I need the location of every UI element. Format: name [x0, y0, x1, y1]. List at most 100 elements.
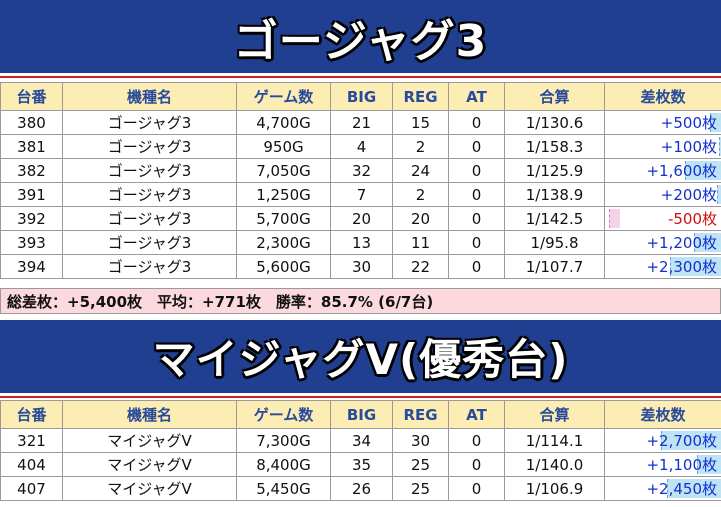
machine-no-cell: 404 [0, 452, 63, 477]
diff-value: +2,300枚 [646, 258, 717, 276]
col-header-combined-rate: 合算 [504, 400, 605, 429]
at-count-cell: 0 [448, 230, 505, 255]
diff-bar [716, 185, 721, 204]
reg-count-cell: 2 [392, 134, 449, 159]
games-cell: 1,250G [236, 182, 331, 207]
diff-value: +1,200枚 [646, 234, 717, 252]
diff-cell: +100枚 [604, 134, 721, 159]
machine-no-cell: 321 [0, 428, 63, 453]
games-cell: 7,300G [236, 428, 331, 453]
reg-count-cell: 11 [392, 230, 449, 255]
reg-count-cell: 15 [392, 110, 449, 135]
big-count-cell: 20 [330, 206, 393, 231]
model-cell: ゴージャグ3 [62, 182, 237, 207]
diff-bar [685, 161, 721, 180]
combined-rate-cell: 1/125.9 [504, 158, 605, 183]
combined-rate-cell: 1/158.3 [504, 134, 605, 159]
table-row: 392 ゴージャグ3 5,700G 20 20 0 1/142.5 -500枚 [0, 206, 721, 231]
machine-no-cell: 392 [0, 206, 63, 231]
big-count-cell: 32 [330, 158, 393, 183]
diff-cell: +2,450枚 [604, 476, 721, 501]
diff-value: +2,700枚 [646, 432, 717, 450]
model-cell: ゴージャグ3 [62, 206, 237, 231]
col-header-games: ゲーム数 [236, 400, 331, 429]
table-row: 407 マイジャグV 5,450G 26 25 0 1/106.9 +2,450枚 [0, 476, 721, 501]
diff-bar [666, 479, 721, 498]
model-cell: ゴージャグ3 [62, 110, 237, 135]
model-cell: ゴージャグ3 [62, 230, 237, 255]
big-count-cell: 26 [330, 476, 393, 501]
at-count-cell: 0 [448, 206, 505, 231]
big-count-cell: 4 [330, 134, 393, 159]
table-row: 380 ゴージャグ3 4,700G 21 15 0 1/130.6 +500枚 [0, 110, 721, 135]
col-header-diff: 差枚数 [604, 82, 721, 111]
combined-rate-cell: 1/138.9 [504, 182, 605, 207]
col-header-diff: 差枚数 [604, 400, 721, 429]
machine-no-cell: 381 [0, 134, 63, 159]
results-table-gojag3: 台番 機種名 ゲーム数 BIG REG AT 合算 差枚数 380 ゴージャグ3 4… [0, 82, 721, 279]
big-count-cell: 34 [330, 428, 393, 453]
games-cell: 8,400G [236, 452, 331, 477]
games-cell: 2,300G [236, 230, 331, 255]
table-row: 394 ゴージャグ3 5,600G 30 22 0 1/107.7 +2,300枚 [0, 254, 721, 279]
table-header-row: 台番 機種名 ゲーム数 BIG REG AT 合算 差枚数 [0, 400, 721, 429]
at-count-cell: 0 [448, 158, 505, 183]
col-header-at: AT [448, 82, 505, 111]
col-header-reg: REG [392, 400, 449, 429]
section-banner-myjag5: マイジャグV(優秀台) [0, 320, 721, 398]
big-count-cell: 35 [330, 452, 393, 477]
col-header-combined-rate: 合算 [504, 82, 605, 111]
diff-cell: +1,600枚 [604, 158, 721, 183]
table-row: 393 ゴージャグ3 2,300G 13 11 0 1/95.8 +1,200枚 [0, 230, 721, 255]
diff-cell: -500枚 [604, 206, 721, 231]
machine-no-cell: 382 [0, 158, 63, 183]
col-header-at: AT [448, 400, 505, 429]
diff-value: -500枚 [667, 210, 717, 228]
table-row: 404 マイジャグV 8,400G 35 25 0 1/140.0 +1,100枚 [0, 452, 721, 477]
model-cell: ゴージャグ3 [62, 254, 237, 279]
summary-text: 総差枚：+5,400枚 平均：+771枚 勝率：85.7% (6/7台) [7, 292, 434, 311]
at-count-cell: 0 [448, 452, 505, 477]
combined-rate-cell: 1/114.1 [504, 428, 605, 453]
col-header-reg: REG [392, 82, 449, 111]
model-cell: マイジャグV [62, 428, 237, 453]
machine-no-cell: 407 [0, 476, 63, 501]
at-count-cell: 0 [448, 134, 505, 159]
col-header-games: ゲーム数 [236, 82, 331, 111]
games-cell: 5,600G [236, 254, 331, 279]
diff-cell: +2,300枚 [604, 254, 721, 279]
summary-bar: 総差枚：+5,400枚 平均：+771枚 勝率：85.7% (6/7台) [0, 288, 721, 314]
col-header-machine-no: 台番 [0, 400, 63, 429]
combined-rate-cell: 1/140.0 [504, 452, 605, 477]
model-cell: マイジャグV [62, 452, 237, 477]
table-row: 391 ゴージャグ3 1,250G 7 2 0 1/138.9 +200枚 [0, 182, 721, 207]
machine-no-cell: 380 [0, 110, 63, 135]
at-count-cell: 0 [448, 428, 505, 453]
diff-bar [694, 233, 721, 252]
games-cell: 5,450G [236, 476, 331, 501]
big-count-cell: 13 [330, 230, 393, 255]
section-title: ゴージャグ3 [233, 15, 488, 67]
combined-rate-cell: 1/130.6 [504, 110, 605, 135]
games-cell: 950G [236, 134, 331, 159]
machine-no-cell: 394 [0, 254, 63, 279]
combined-rate-cell: 1/142.5 [504, 206, 605, 231]
diff-bar [669, 257, 721, 276]
diff-bar [661, 431, 721, 450]
diff-bar [609, 209, 621, 228]
col-header-machine-no: 台番 [0, 82, 63, 111]
diff-value: +200枚 [660, 186, 717, 204]
reg-count-cell: 30 [392, 428, 449, 453]
reg-count-cell: 25 [392, 476, 449, 501]
combined-rate-cell: 1/95.8 [504, 230, 605, 255]
at-count-cell: 0 [448, 110, 505, 135]
combined-rate-cell: 1/106.9 [504, 476, 605, 501]
diff-value: +2,450枚 [646, 480, 717, 498]
diff-cell: +2,700枚 [604, 428, 721, 453]
machine-no-cell: 393 [0, 230, 63, 255]
model-cell: マイジャグV [62, 476, 237, 501]
diff-cell: +1,100枚 [604, 452, 721, 477]
reg-count-cell: 24 [392, 158, 449, 183]
section-title: マイジャグV(優秀台) [152, 335, 569, 384]
diff-value: +1,600枚 [646, 162, 717, 180]
